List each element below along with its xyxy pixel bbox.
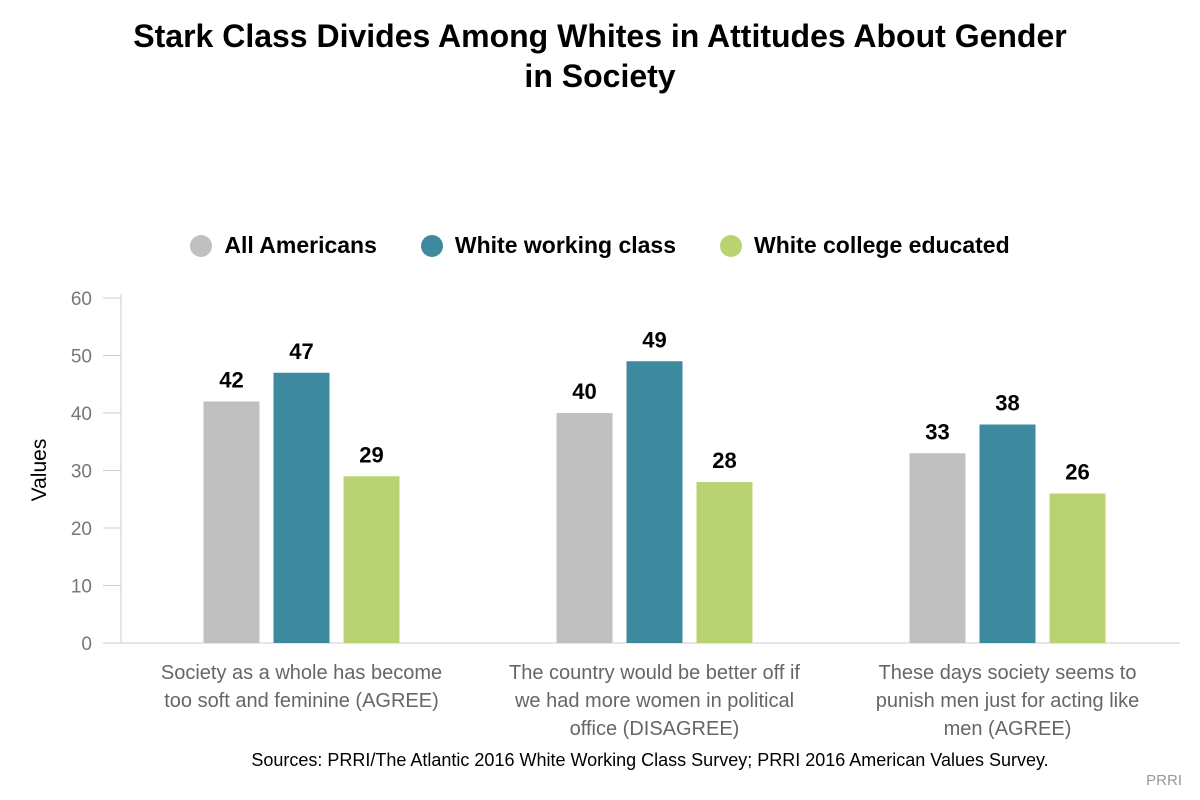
credit-label: PRRI [1146,772,1182,789]
bar-value-label: 42 [219,368,243,393]
x-category-label: men (AGREE) [944,718,1072,740]
bar-value-label: 26 [1065,460,1089,485]
y-tick-label: 30 [71,462,92,483]
x-category-label: we had more women in political [514,690,794,712]
y-tick-label: 60 [71,289,92,310]
bar [343,476,400,643]
bar-value-label: 28 [712,448,736,473]
bar-value-label: 49 [642,327,666,352]
y-tick-label: 0 [81,634,92,655]
x-category-label: The country would be better off if [509,662,800,684]
y-axis-label: Values [28,439,51,502]
y-tick-label: 40 [71,404,92,425]
bar [1049,493,1106,643]
bar [626,361,683,643]
y-tick-label: 20 [71,519,92,540]
legend-item-white-working-class[interactable]: White working class [420,232,677,259]
bar-value-label: 29 [359,442,383,467]
chart-title: Stark Class Divides Among Whites in Atti… [0,16,1200,96]
legend-item-white-college-educated[interactable]: White college educated [720,232,1010,259]
legend-label: White working class [454,232,677,258]
legend-item-all-americans[interactable]: All Americans [190,232,377,259]
bar [979,424,1036,643]
bar-value-label: 38 [995,391,1019,416]
y-tick-label: 50 [71,347,92,368]
bar [696,482,753,643]
bar-value-label: 33 [925,419,949,444]
legend-dot-icon [190,234,213,257]
x-category-label: These days society seems to [879,662,1137,684]
bar [909,453,966,643]
bar-value-label: 40 [572,379,596,404]
bar-value-label: 47 [289,339,313,364]
legend-label: White college educated [754,232,1010,258]
legend-dot-icon [420,234,443,257]
legend-label: All Americans [224,232,377,258]
legend-dot-icon [720,234,743,257]
chart-title-line: Stark Class Divides Among Whites in Atti… [133,18,1067,54]
chart-title-line: in Society [524,58,676,94]
x-category-label: too soft and feminine (AGREE) [164,690,439,712]
sources-note: Sources: PRRI/The Atlantic 2016 White Wo… [251,750,1049,770]
bar [273,372,330,643]
x-category-label: Society as a whole has become [161,662,442,684]
x-category-label: office (DISAGREE) [570,718,740,740]
bar [203,401,260,643]
bar [556,413,613,643]
legend: All Americans White working class White … [0,232,1200,259]
x-category-label: punish men just for acting like [876,690,1139,712]
y-tick-label: 10 [71,577,92,598]
